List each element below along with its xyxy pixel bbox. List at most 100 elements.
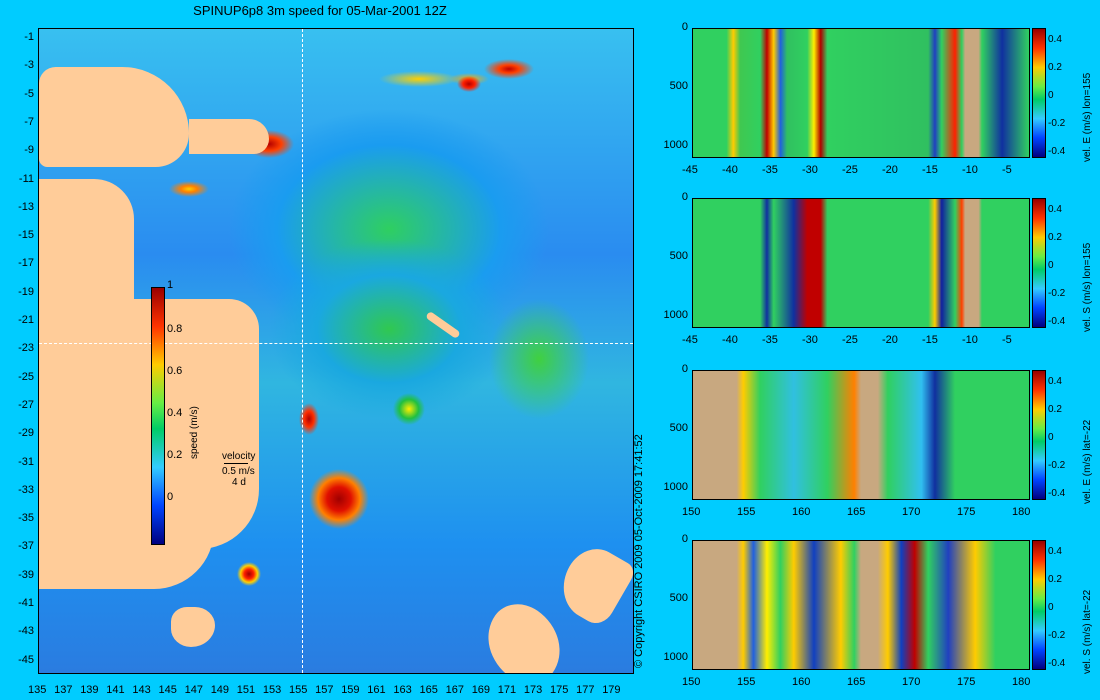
velocity-key-title: velocity [222,451,256,462]
lon-tick-label: 179 [602,684,621,696]
land-new-zealand-south [471,592,577,673]
depth-tick-label: 1000 [663,139,688,151]
speed-tick: 0 [167,491,174,503]
lat-tick-label: -23 [18,342,34,355]
x-tick-label: 165 [847,676,866,688]
depth-tick-label: 1000 [663,651,688,663]
lon-tick-label: 173 [523,684,543,696]
panel-label: vel. E (m/s) lon=155 [1082,72,1093,162]
lat-tick-label: -11 [18,172,34,185]
lat-tick-label: -5 [24,87,34,100]
lon-tick-label: 143 [132,684,151,696]
lon-tick-label: 175 [550,684,569,696]
lat-tick-label: -33 [18,483,34,496]
lon-155-line [302,29,303,673]
x-tick-label: -40 [722,334,738,346]
lon-tick-label: 157 [315,684,334,696]
depth-tick-label: 1000 [663,481,688,493]
x-tick-label: -5 [1002,334,1012,346]
lon-tick-label: 159 [341,684,360,696]
lat-tick-label: -1 [24,31,34,43]
lat-tick-label: -17 [18,257,34,270]
lat-tick-label: -7 [24,115,34,128]
depth-tick-label: 0 [681,21,688,33]
depth-tick-label: 0 [681,191,688,203]
land-new-zealand-north [550,538,633,630]
speed-colorbar [151,287,165,545]
velocity-colorbar-tick: 0.4 [1048,546,1062,557]
velocity-colorbar-tick: -0.4 [1048,146,1066,157]
x-tick-label: -45 [682,164,698,176]
lat-tick-label: -35 [18,512,34,525]
cross-section-panel [692,540,1030,670]
lat-tick-label: -25 [18,370,34,383]
x-tick-label: 170 [902,676,921,688]
lat-tick-label: -21 [18,314,34,326]
lat-tick-label: -27 [18,398,34,411]
lon-tick-label: 135 [28,684,47,696]
x-tick-label: -10 [962,334,978,346]
velocity-key-duration: 4 d [232,477,246,488]
lon-tick-label: 155 [289,684,308,696]
lon-tick-label: 177 [576,684,595,696]
velocity-colorbar-tick: -0.2 [1048,460,1066,471]
x-tick-label: -15 [922,164,938,176]
lat-tick-label: -13 [18,200,34,213]
x-tick-label: -35 [762,334,778,346]
x-tick-label: -25 [842,164,858,176]
x-tick-label: -30 [802,164,818,176]
lon-tick-label: 149 [210,684,230,696]
land-new-guinea-east [189,119,269,154]
speed-tick: 0.4 [167,407,183,419]
x-tick-label: 160 [792,506,811,518]
velocity-colorbar-tick: -0.4 [1048,658,1066,669]
x-tick-label: 180 [1012,506,1031,518]
x-tick-label: 170 [902,506,921,518]
x-tick-label: 155 [737,676,756,688]
depth-tick-label: 1000 [663,309,688,321]
velocity-colorbar-tick: -0.2 [1048,630,1066,641]
x-tick-label: 150 [682,676,701,688]
lon-tick-label: 141 [106,684,125,696]
lat-tick-label: -39 [18,568,34,581]
copyright-text: © Copyright CSIRO 2009 05-Oct-2009 17:41… [633,434,645,668]
x-tick-label: 180 [1012,676,1031,688]
x-tick-label: -10 [962,164,978,176]
lat-22-line [39,343,633,344]
velocity-colorbar-tick: 0 [1048,90,1054,101]
depth-tick-label: 0 [681,363,688,375]
velocity-colorbar-tick: -0.4 [1048,488,1066,499]
velocity-colorbar-tick: 0 [1048,602,1054,613]
lat-tick-label: -15 [18,229,34,242]
x-tick-label: -15 [922,334,938,346]
velocity-colorbar-tick: 0 [1048,432,1054,443]
lon-tick-label: 153 [262,684,282,696]
lon-tick-label: 145 [158,684,177,696]
velocity-colorbar [1032,28,1046,158]
velocity-colorbar-tick: 0.4 [1048,204,1062,215]
lat-tick-label: -19 [18,285,34,298]
land-australia-south [39,529,214,589]
land-australia-north [39,179,134,319]
x-tick-label: 175 [957,676,976,688]
velocity-colorbar-tick: 0.2 [1048,62,1062,73]
lat-tick-label: -41 [18,597,34,609]
panel-label: vel. S (m/s) lon=155 [1082,242,1093,332]
depth-tick-label: 0 [681,533,688,545]
velocity-colorbar-tick: -0.2 [1048,118,1066,129]
speed-tick: 0.8 [167,323,183,335]
lat-tick-label: -3 [24,59,34,72]
lon-tick-label: 139 [80,684,99,696]
speed-colorbar-label: speed (m/s) [189,406,200,459]
lon-tick-label: 169 [471,684,491,696]
lon-tick-label: 161 [367,684,386,696]
velocity-colorbar-tick: 0.2 [1048,404,1062,415]
velocity-key-arrow-icon [224,463,248,464]
lat-tick-label: -45 [18,653,34,666]
speed-tick: 1 [167,279,174,291]
x-tick-label: -30 [802,334,818,346]
x-tick-label: -40 [722,164,738,176]
velocity-colorbar-tick: 0 [1048,260,1054,271]
lat-tick-label: -9 [24,144,34,157]
depth-tick-label: 500 [669,422,688,434]
